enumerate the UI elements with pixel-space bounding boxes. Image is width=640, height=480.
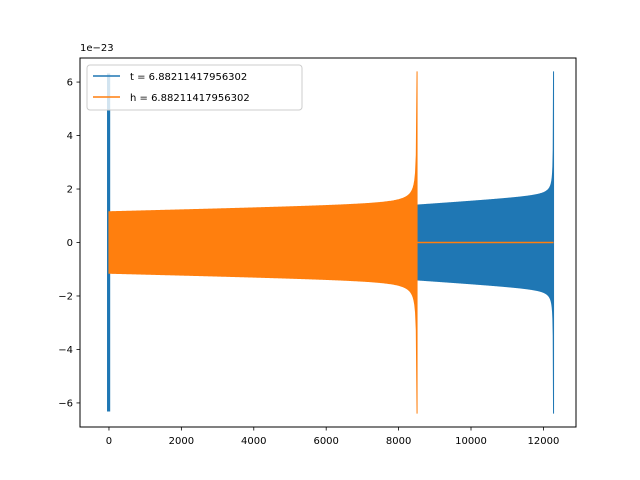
x-tick-label: 2000 xyxy=(169,436,194,447)
y-tick-label: −4 xyxy=(58,345,73,356)
legend-label-h: h = 6.88211417956302 xyxy=(130,93,250,104)
x-tick-label: 4000 xyxy=(241,436,266,447)
x-tick-label: 0 xyxy=(106,436,112,447)
x-tick-label: 8000 xyxy=(386,436,411,447)
series-layer xyxy=(108,71,554,413)
y-tick-label: 0 xyxy=(67,238,73,249)
y-tick-label: −2 xyxy=(58,291,73,302)
y-tick-label: −6 xyxy=(58,398,73,409)
legend: t = 6.88211417956302 h = 6.8821141795630… xyxy=(87,65,302,110)
x-tick-label: 6000 xyxy=(313,436,338,447)
x-tick-label: 10000 xyxy=(455,436,487,447)
series-1 xyxy=(109,71,554,413)
y-tick-label: 4 xyxy=(67,131,73,142)
legend-label-t: t = 6.88211417956302 xyxy=(130,72,247,83)
y-tick-label: 6 xyxy=(67,78,73,89)
series-envelope xyxy=(109,71,417,413)
y-scale-label: 1e−23 xyxy=(80,43,114,54)
y-tick-label: 2 xyxy=(67,185,73,196)
x-tick-label: 12000 xyxy=(528,436,560,447)
